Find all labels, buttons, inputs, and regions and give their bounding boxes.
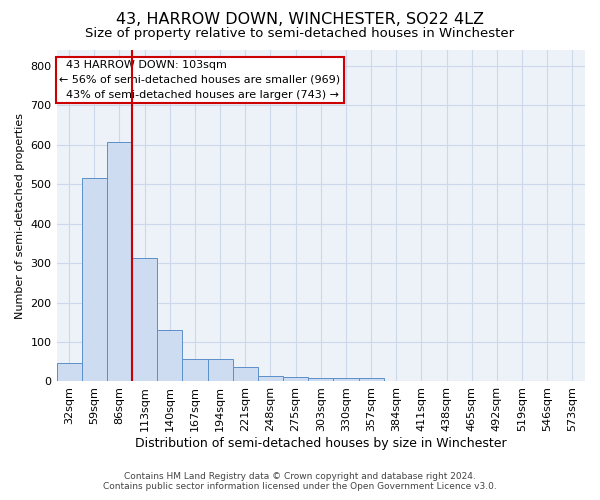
Bar <box>334 378 359 382</box>
Bar <box>208 359 233 382</box>
Bar <box>107 142 132 382</box>
Bar <box>157 330 182 382</box>
Text: 43 HARROW DOWN: 103sqm
← 56% of semi-detached houses are smaller (969)
  43% of : 43 HARROW DOWN: 103sqm ← 56% of semi-det… <box>59 60 340 100</box>
Bar <box>359 378 383 382</box>
Text: 43, HARROW DOWN, WINCHESTER, SO22 4LZ: 43, HARROW DOWN, WINCHESTER, SO22 4LZ <box>116 12 484 28</box>
Bar <box>82 178 107 382</box>
Bar <box>308 378 334 382</box>
Text: Size of property relative to semi-detached houses in Winchester: Size of property relative to semi-detach… <box>85 28 515 40</box>
X-axis label: Distribution of semi-detached houses by size in Winchester: Distribution of semi-detached houses by … <box>135 437 506 450</box>
Bar <box>283 376 308 382</box>
Bar <box>182 359 208 382</box>
Bar <box>132 258 157 382</box>
Text: Contains HM Land Registry data © Crown copyright and database right 2024.
Contai: Contains HM Land Registry data © Crown c… <box>103 472 497 491</box>
Bar <box>233 367 258 382</box>
Bar <box>56 363 82 382</box>
Y-axis label: Number of semi-detached properties: Number of semi-detached properties <box>15 112 25 318</box>
Bar <box>258 376 283 382</box>
